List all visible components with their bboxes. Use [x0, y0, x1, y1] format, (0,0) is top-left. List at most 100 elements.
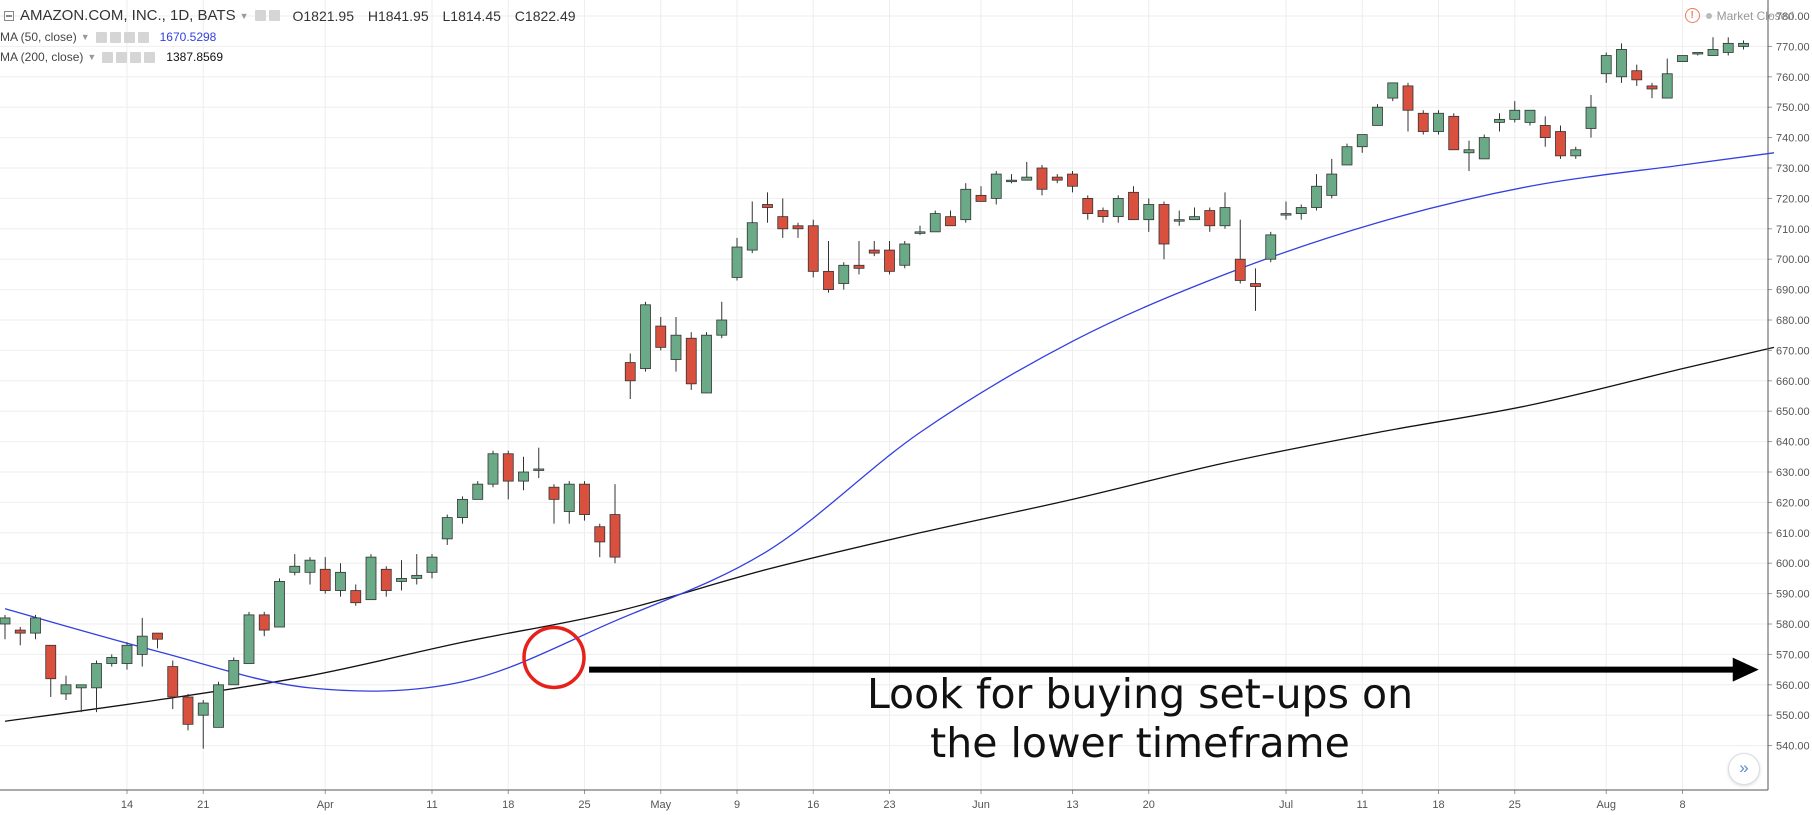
candle-down[interactable]	[1067, 171, 1078, 193]
candle-up[interactable]	[1295, 204, 1307, 220]
candle-down[interactable]	[579, 481, 590, 521]
eye-icon[interactable]	[254, 10, 266, 21]
candle-down[interactable]	[624, 353, 636, 400]
candle-up[interactable]	[1372, 104, 1383, 126]
candle-up[interactable]	[960, 183, 972, 223]
candle-down[interactable]	[762, 192, 773, 223]
candle-up[interactable]	[1341, 143, 1353, 166]
candle-down[interactable]	[655, 316, 667, 351]
candle-down[interactable]	[594, 523, 606, 558]
candle-up[interactable]	[1600, 52, 1612, 83]
candle-down[interactable]	[685, 332, 697, 390]
candle-up[interactable]	[533, 447, 545, 479]
candle-up[interactable]	[1692, 52, 1704, 56]
candle-up[interactable]	[1356, 134, 1368, 153]
candle-up[interactable]	[716, 301, 728, 339]
candle-up[interactable]	[75, 684, 87, 713]
ma50-legend[interactable]: MA (50, close) ▼ 1670.5298	[0, 30, 216, 44]
candle-up[interactable]	[1219, 192, 1231, 229]
candle-down[interactable]	[1448, 113, 1460, 151]
candle-down[interactable]	[823, 240, 834, 293]
candle-up[interactable]	[411, 554, 423, 585]
candle-up[interactable]	[1311, 174, 1322, 211]
market-status[interactable]: ! Market Closed	[1684, 8, 1794, 23]
candle-up[interactable]	[746, 201, 758, 254]
candle-up[interactable]	[243, 611, 255, 664]
candle-down[interactable]	[167, 660, 179, 710]
candle-down[interactable]	[1234, 219, 1246, 284]
candle-down[interactable]	[777, 198, 789, 238]
candle-up[interactable]	[1006, 174, 1017, 184]
candle-up[interactable]	[1707, 37, 1719, 56]
candle-down[interactable]	[350, 584, 362, 606]
symbol-title[interactable]: AMAZON.COM, INC., 1D, BATS	[20, 7, 236, 24]
candle-up[interactable]	[1478, 134, 1490, 160]
candle-up[interactable]	[1021, 161, 1033, 181]
candle-down[interactable]	[1051, 174, 1063, 184]
candle-down[interactable]	[152, 632, 163, 649]
time-axis[interactable]: 14 21 Apr 11 18 25 May 9 16 23 Jun 13 20 Jul 11 18 25 Aug…	[0, 789, 1768, 811]
chevron-down-icon[interactable]: ▼	[87, 52, 97, 62]
candle-up[interactable]	[335, 563, 346, 597]
candle-down[interactable]	[1539, 116, 1551, 147]
candle-up[interactable]	[990, 171, 1002, 205]
candle-up[interactable]	[1189, 207, 1200, 221]
candle-down[interactable]	[1250, 268, 1261, 311]
candle-down[interactable]	[319, 557, 331, 594]
candle-down[interactable]	[975, 186, 987, 202]
candle-down[interactable]	[884, 240, 895, 275]
candle-down[interactable]	[1631, 64, 1643, 86]
candle-down[interactable]	[14, 627, 26, 646]
candle-up[interactable]	[472, 481, 484, 500]
settings-icon[interactable]	[109, 31, 121, 43]
candle-down[interactable]	[548, 484, 560, 524]
candle-up[interactable]	[487, 450, 499, 488]
candle-down[interactable]	[1646, 82, 1658, 99]
candle-down[interactable]	[792, 222, 804, 238]
candle-up[interactable]	[426, 554, 438, 579]
candle-up[interactable]	[1722, 37, 1734, 56]
candle-up[interactable]	[136, 617, 148, 667]
candle-up[interactable]	[1570, 146, 1582, 159]
candle-down[interactable]	[380, 566, 392, 597]
candle-up[interactable]	[213, 681, 224, 728]
candle-up[interactable]	[838, 262, 850, 290]
eye-icon[interactable]	[102, 51, 114, 63]
candle-down[interactable]	[609, 484, 621, 564]
candle-up[interactable]	[365, 554, 377, 601]
close-icon[interactable]	[137, 31, 149, 43]
candle-down[interactable]	[1097, 207, 1109, 223]
candle-up[interactable]	[228, 657, 240, 686]
candle-up[interactable]	[1326, 158, 1338, 199]
ma200-legend[interactable]: MA (200, close) ▼ 1387.8569	[0, 50, 223, 64]
candle-down[interactable]	[1204, 207, 1216, 232]
candle-up[interactable]	[91, 660, 102, 713]
settings-icon[interactable]	[268, 10, 280, 21]
candle-up[interactable]	[30, 614, 41, 640]
candle-up[interactable]	[106, 654, 118, 667]
candle-down[interactable]	[1402, 82, 1414, 132]
collapse-icon[interactable]	[4, 10, 14, 21]
candle-up[interactable]	[1585, 95, 1597, 138]
candle-up[interactable]	[1494, 113, 1505, 132]
candle-up[interactable]	[1112, 195, 1124, 223]
candle-down[interactable]	[45, 644, 57, 697]
candle-up[interactable]	[1616, 43, 1627, 83]
candle-up[interactable]	[1433, 110, 1444, 135]
eye-icon[interactable]	[95, 31, 107, 43]
price-axis[interactable]: 780.00 770.00 760.00 750.00 740.00 730.00 720.…	[1767, 0, 1810, 790]
candle-down[interactable]	[807, 219, 819, 278]
candle-up[interactable]	[701, 332, 712, 394]
candle-up[interactable]	[1661, 58, 1673, 99]
settings-icon[interactable]	[116, 51, 128, 63]
candle-down[interactable]	[868, 240, 880, 257]
candles[interactable]	[0, 37, 1749, 749]
add-icon[interactable]	[130, 51, 142, 63]
candle-up[interactable]	[457, 496, 468, 524]
candle-up[interactable]	[197, 700, 209, 749]
candle-down[interactable]	[1036, 164, 1048, 196]
candle-up[interactable]	[914, 225, 926, 235]
candle-down[interactable]	[1417, 110, 1429, 135]
candle-up[interactable]	[1143, 198, 1155, 232]
